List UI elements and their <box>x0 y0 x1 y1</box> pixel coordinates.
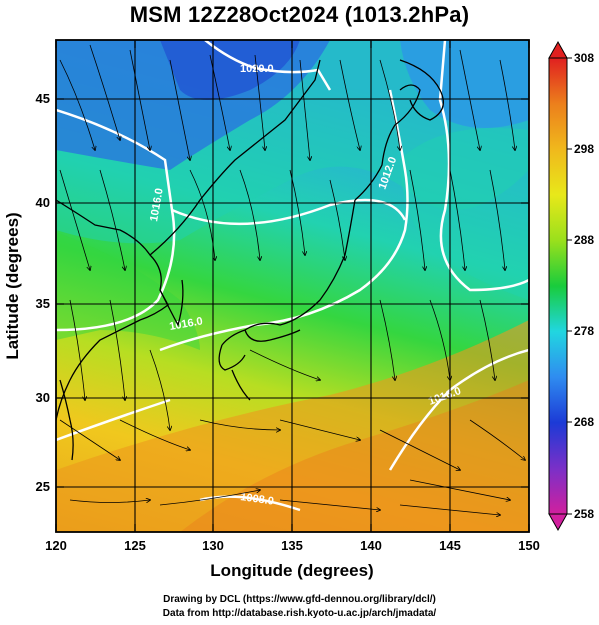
x-tick-label: 120 <box>45 538 67 553</box>
isobar-label: 1016.0 <box>168 315 203 333</box>
y-axis-ticks <box>56 98 529 488</box>
x-tick-label: 140 <box>360 538 382 553</box>
colorbar-tick-label: 258 <box>574 507 594 521</box>
colorbar-tick-label: 308 <box>574 51 594 65</box>
x-tick-label: 150 <box>518 538 540 553</box>
y-tick-label: 40 <box>36 195 50 210</box>
isobar-label: 1008.0 <box>240 491 275 508</box>
x-tick-labels: 120 125 130 135 140 145 150 <box>45 538 540 553</box>
x-tick-label: 135 <box>281 538 303 553</box>
y-tick-label: 35 <box>36 296 50 311</box>
colorbar-tick-label: 268 <box>574 415 594 429</box>
colorbar-tick-label: 278 <box>574 324 594 338</box>
x-tick-label: 145 <box>439 538 461 553</box>
colorbar-min-arrow <box>548 513 568 532</box>
credit-data-source: Data from http://database.rish.kyoto-u.a… <box>162 608 437 619</box>
y-tick-labels: 25 30 35 40 45 <box>36 91 50 494</box>
coastlines <box>56 59 444 461</box>
credit-drawing: Drawing by DCL (https://www.gfd-dennou.o… <box>163 594 436 605</box>
isobar-label: 1016.0 <box>148 187 166 222</box>
colorbar: 308 298 288 278 268 258 <box>548 40 594 532</box>
colorbar-tick-label: 288 <box>574 233 594 247</box>
x-axis-ticks <box>55 40 530 532</box>
y-tick-label: 45 <box>36 91 50 106</box>
y-tick-label: 25 <box>36 479 50 494</box>
wind-streamlines <box>59 44 525 515</box>
colorbar-tick-label: 298 <box>574 142 594 156</box>
x-tick-label: 130 <box>202 538 224 553</box>
colorbar-max-arrow <box>548 40 568 59</box>
y-tick-label: 30 <box>36 390 50 405</box>
x-tick-label: 125 <box>124 538 146 553</box>
grid-lines <box>56 40 529 532</box>
x-axis-label: Longitude (degrees) <box>210 561 373 580</box>
map-title: MSM 12Z28Oct2024 (1013.2hPa) <box>129 2 470 27</box>
isobars <box>56 40 529 512</box>
y-axis-label: Latitude (degrees) <box>3 212 22 359</box>
